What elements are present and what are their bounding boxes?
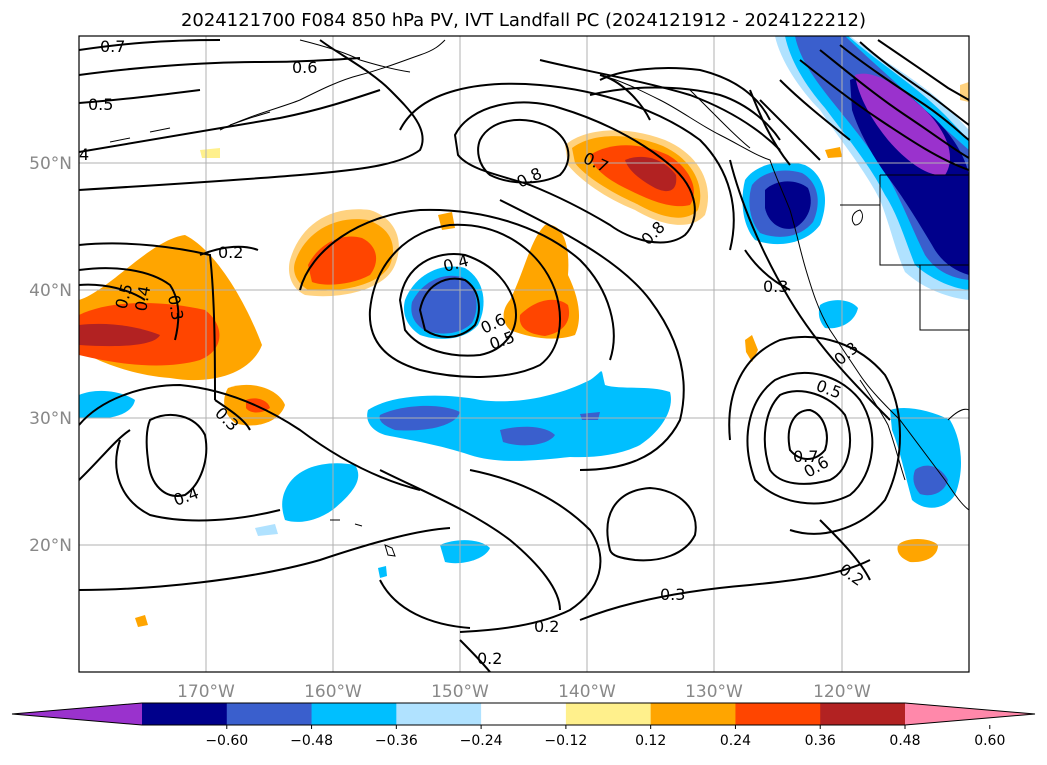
colorbar-extend-min xyxy=(12,703,142,725)
contour-label: 0.7 xyxy=(793,447,818,466)
colorbar-tick-label: 0.60 xyxy=(974,733,1005,749)
colorbar-segment xyxy=(481,703,567,725)
longitude-labels: 170°W 160°W 150°W 140°W 130°W 120°W xyxy=(177,682,871,702)
contour-label: 0.3 xyxy=(763,277,788,296)
shaded-fields xyxy=(79,36,969,627)
contour-label: 0.6 xyxy=(292,58,317,77)
lat-label-50n: 50°N xyxy=(29,154,72,174)
contour-label: 0.3 xyxy=(660,585,685,604)
colorbar-segment xyxy=(735,703,821,725)
colorbar-segment xyxy=(311,703,397,725)
contour-label: 0.2 xyxy=(218,243,243,262)
lon-label-150w: 150°W xyxy=(431,682,489,702)
colorbar: −0.60 −0.48 −0.36 −0.24 −0.12 0.12 0.24 0.36 0.4… xyxy=(11,702,1036,749)
contour-label: 0.7 xyxy=(100,37,125,56)
pv-contours xyxy=(79,39,969,672)
colorbar-tick-label: 0.36 xyxy=(805,733,836,749)
colorbar-segment xyxy=(820,703,906,725)
lat-label-40n: 40°N xyxy=(29,281,72,301)
colorbar-tick-label: 0.24 xyxy=(720,733,751,749)
colorbar-segment xyxy=(142,703,228,725)
colorbar-extend-max xyxy=(905,703,1035,725)
graticule xyxy=(79,36,969,672)
contour-label: 0.2 xyxy=(534,617,559,636)
lon-label-130w: 130°W xyxy=(685,682,743,702)
contour-label: 0.4 xyxy=(131,284,154,312)
contour-label: 0.2 xyxy=(477,649,502,668)
colorbar-tick-label: −0.24 xyxy=(460,733,503,749)
contour-label: 4 xyxy=(79,145,89,164)
colorbar-segment xyxy=(650,703,736,725)
lon-label-140w: 140°W xyxy=(558,682,616,702)
colorbar-tick-label: −0.60 xyxy=(205,733,248,749)
colorbar-segment xyxy=(396,703,482,725)
colorbar-tick-label: 0.12 xyxy=(635,733,666,749)
contour-label: 0.5 xyxy=(88,95,113,114)
colorbar-segment xyxy=(226,703,313,725)
lat-label-30n: 30°N xyxy=(29,409,72,429)
lon-label-170w: 170°W xyxy=(177,682,235,702)
lon-label-160w: 160°W xyxy=(304,682,362,702)
lon-label-120w: 120°W xyxy=(813,682,871,702)
lat-label-20n: 20°N xyxy=(29,536,72,556)
colorbar-tick-label: 0.48 xyxy=(889,733,920,749)
coastlines xyxy=(109,39,969,557)
contour-label: 0.3 xyxy=(164,293,187,321)
map-title: 2024121700 F084 850 hPa PV, IVT Landfall… xyxy=(180,10,867,31)
colorbar-tick-label: −0.12 xyxy=(544,733,587,749)
colorbar-outline xyxy=(11,702,1036,726)
colorbar-tick-label: −0.48 xyxy=(290,733,333,749)
colorbar-segment xyxy=(565,703,652,725)
latitude-labels: 50°N 40°N 30°N 20°N xyxy=(29,154,72,556)
colorbar-tick-label: −0.36 xyxy=(375,733,418,749)
map-frame xyxy=(78,35,970,673)
positive-pv-regions xyxy=(79,82,969,627)
